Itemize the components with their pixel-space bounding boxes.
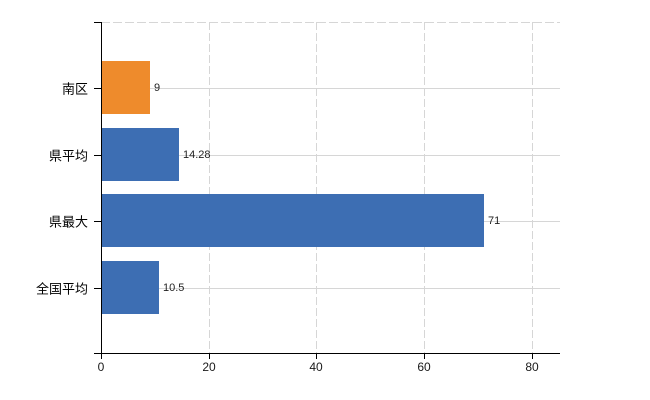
bar: [102, 128, 179, 181]
category-label: 全国平均: [35, 281, 88, 297]
gridline-vertical: [209, 22, 210, 353]
y-axis-tick: [94, 88, 101, 89]
value-label: 9: [154, 82, 161, 94]
plot-top-border: [101, 22, 560, 23]
x-axis-tick: [101, 354, 102, 359]
category-label: 県最大: [48, 214, 88, 230]
y-axis: [101, 22, 102, 353]
y-axis-tick: [94, 288, 101, 289]
value-label: 71: [488, 215, 501, 227]
x-axis-tick: [209, 354, 210, 359]
value-label: 10.5: [163, 282, 185, 294]
bar: [102, 261, 159, 314]
x-axis-tick: [316, 354, 317, 359]
value-label: 14.28: [183, 149, 211, 161]
y-axis-tick: [94, 221, 101, 222]
category-label: 県平均: [48, 148, 88, 164]
gridline-horizontal: [101, 155, 560, 156]
category-label: 南区: [61, 81, 88, 97]
x-tick-label: 60: [417, 360, 431, 374]
y-axis-top-tick: [94, 22, 101, 23]
gridline-horizontal: [101, 288, 560, 289]
x-tick-label: 80: [525, 360, 539, 374]
gridline-vertical: [316, 22, 317, 353]
bar: [102, 61, 150, 114]
x-axis-tick: [424, 354, 425, 359]
gridline-vertical: [532, 22, 533, 353]
bar: [102, 194, 484, 247]
x-axis: [94, 353, 560, 354]
x-tick-label: 0: [97, 360, 105, 374]
gridline-vertical: [424, 22, 425, 353]
x-tick-label: 40: [309, 360, 323, 374]
gridline-horizontal: [101, 88, 560, 89]
x-tick-label: 20: [202, 360, 216, 374]
x-axis-tick: [532, 354, 533, 359]
y-axis-tick: [94, 155, 101, 156]
